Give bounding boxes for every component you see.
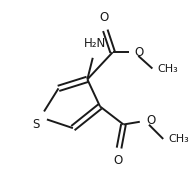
Text: O: O [113,154,123,167]
Text: O: O [99,11,108,24]
Text: S: S [32,118,40,131]
Text: O: O [134,46,143,59]
Text: O: O [146,114,155,127]
Text: H₂N: H₂N [83,37,106,50]
Text: CH₃: CH₃ [169,134,189,144]
Text: CH₃: CH₃ [158,63,179,74]
